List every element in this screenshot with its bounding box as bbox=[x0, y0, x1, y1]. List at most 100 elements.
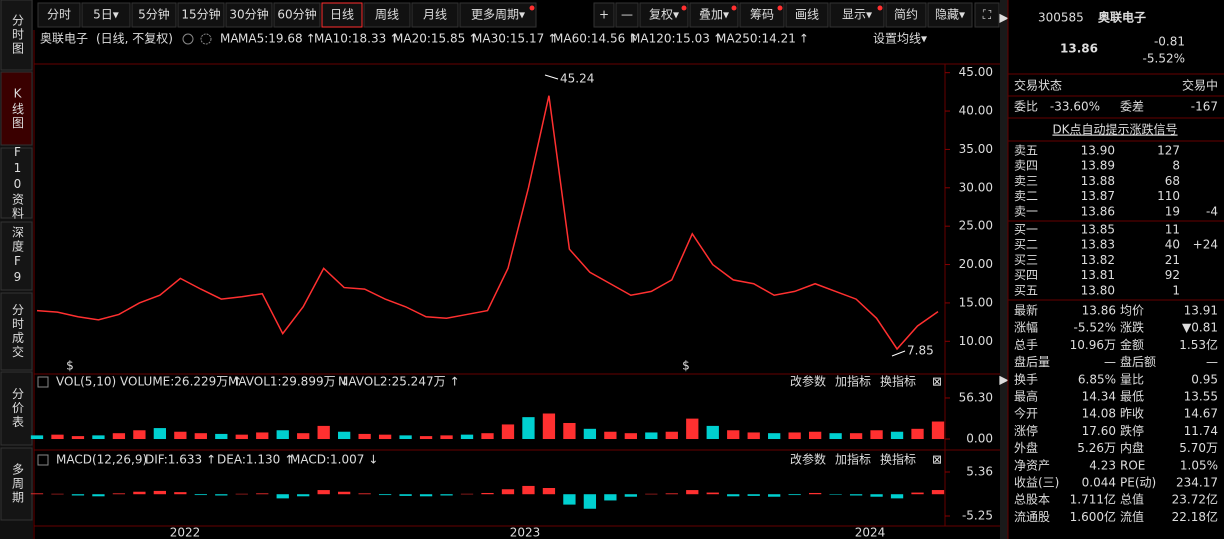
toolbar-button[interactable] bbox=[927, 2, 973, 28]
stat-value: 14.34 bbox=[1082, 390, 1116, 404]
toolbar-label[interactable]: 更多周期▾ bbox=[471, 8, 525, 22]
stat-label: 总手 bbox=[1014, 338, 1038, 352]
toolbar-button[interactable] bbox=[739, 2, 785, 28]
panel-button[interactable]: ⊠ bbox=[932, 453, 942, 467]
panel-button[interactable]: 换指标 bbox=[880, 374, 916, 389]
price-pct: -5.52% bbox=[1143, 52, 1185, 66]
indicator-arrow: ↑ bbox=[232, 375, 242, 389]
ma-arrow: ↑ bbox=[799, 32, 809, 46]
price-tick-label: 15.00 bbox=[959, 295, 993, 309]
macd-bar bbox=[890, 494, 904, 499]
macd-bar bbox=[706, 492, 719, 495]
book-volume: 127 bbox=[1157, 144, 1180, 158]
toolbar-button[interactable] bbox=[273, 2, 321, 28]
stat-value: 234.17 bbox=[1176, 476, 1218, 490]
panel-button[interactable]: 换指标 bbox=[880, 452, 916, 467]
panel-button[interactable]: ⊠ bbox=[932, 375, 942, 389]
stat-label: 总股本 bbox=[1014, 493, 1050, 507]
stat-label: 净资产 bbox=[1014, 458, 1050, 472]
side-tab[interactable] bbox=[0, 371, 33, 446]
panel-button[interactable]: 加指标 bbox=[835, 452, 871, 467]
ma-arrow: ↑ bbox=[389, 32, 399, 46]
toolbar-button[interactable] bbox=[885, 2, 927, 28]
toolbar-button[interactable] bbox=[225, 2, 273, 28]
macd-bar bbox=[30, 493, 44, 495]
stat-value: 13.55 bbox=[1184, 390, 1218, 404]
book-volume: 11 bbox=[1165, 223, 1180, 237]
toolbar-label[interactable]: 筹码 bbox=[750, 8, 774, 22]
toolbar-button[interactable] bbox=[37, 2, 81, 28]
badge bbox=[731, 5, 737, 11]
macd-bar bbox=[624, 494, 637, 497]
toolbar-label[interactable]: 复权▾ bbox=[649, 8, 679, 22]
indicator-value: MAVOL2:25.247万 bbox=[338, 375, 446, 389]
toolbar-label[interactable]: 隐藏▾ bbox=[935, 8, 965, 22]
toolbar-label[interactable]: 5日▾ bbox=[93, 8, 119, 22]
toolbar-button[interactable] bbox=[615, 2, 639, 28]
panel-button[interactable]: 改参数 bbox=[790, 374, 826, 389]
volume-bar bbox=[481, 433, 494, 440]
toolbar-label[interactable]: 分时 bbox=[47, 8, 71, 22]
stat-value: 13.86 bbox=[1082, 304, 1116, 318]
book-price: 13.90 bbox=[1081, 144, 1115, 158]
side-tab[interactable] bbox=[0, 71, 33, 146]
panel-button[interactable]: 改参数 bbox=[790, 452, 826, 467]
toolbar-label[interactable]: 简约 bbox=[894, 7, 918, 22]
book-volume: 19 bbox=[1165, 204, 1180, 218]
toolbar-label[interactable]: — bbox=[621, 8, 633, 22]
quote-name: 奥联电子 bbox=[1098, 10, 1146, 25]
toolbar-label[interactable]: 月线 bbox=[423, 8, 447, 22]
toolbar-label[interactable]: 画线 bbox=[795, 8, 819, 22]
side-tab[interactable] bbox=[0, 0, 33, 71]
toolbar-label[interactable]: 15分钟 bbox=[181, 7, 220, 22]
toolbar-label[interactable]: 5分钟 bbox=[138, 7, 170, 22]
macd-bar bbox=[174, 492, 187, 495]
toolbar-button[interactable] bbox=[131, 2, 177, 28]
toolbar-label[interactable]: 显示▾ bbox=[842, 8, 872, 22]
splitter[interactable] bbox=[1000, 0, 1008, 539]
ma-label: MA bbox=[220, 32, 239, 46]
toolbar-label[interactable]: 叠加▾ bbox=[699, 8, 729, 22]
stock-code: 300585 bbox=[1038, 11, 1084, 25]
toolbar-button[interactable] bbox=[177, 2, 225, 28]
toolbar-button[interactable] bbox=[689, 2, 739, 28]
indicator-arrow: ↓ bbox=[368, 453, 378, 467]
ma-settings[interactable]: 设置均线▾ bbox=[873, 32, 927, 46]
side-tab[interactable] bbox=[0, 147, 33, 219]
toolbar-button[interactable] bbox=[411, 2, 459, 28]
book-price: 13.85 bbox=[1081, 223, 1115, 237]
side-tab[interactable] bbox=[0, 292, 33, 371]
stat-label: 盘后额 bbox=[1120, 354, 1156, 369]
toolbar-button[interactable] bbox=[785, 2, 829, 28]
toolbar-button[interactable] bbox=[321, 2, 363, 28]
toolbar-label[interactable]: ⛶ bbox=[982, 8, 992, 22]
stat-label: 流通股 bbox=[1014, 510, 1050, 524]
toolbar-button[interactable] bbox=[829, 2, 885, 28]
stat-value: 6.85% bbox=[1078, 372, 1116, 386]
settings-icon[interactable] bbox=[200, 33, 212, 45]
macd-bar bbox=[215, 494, 228, 496]
toolbar-button[interactable] bbox=[593, 2, 615, 28]
toolbar-label[interactable]: + bbox=[599, 8, 609, 22]
macd-bar bbox=[419, 494, 433, 497]
side-tab[interactable] bbox=[0, 447, 33, 521]
ma-value: MA20:15.85 bbox=[393, 32, 465, 46]
toolbar-button[interactable] bbox=[363, 2, 411, 28]
toolbar-label[interactable]: 日线 bbox=[330, 8, 354, 22]
toolbar-button[interactable] bbox=[459, 2, 537, 28]
panel-toggle[interactable] bbox=[37, 376, 49, 388]
toolbar-label[interactable]: 周线 bbox=[375, 8, 399, 22]
toolbar-label[interactable]: 30分钟 bbox=[229, 7, 268, 22]
panel-button[interactable]: 加指标 bbox=[835, 374, 871, 389]
toolbar-label[interactable]: 60分钟 bbox=[277, 7, 316, 22]
toolbar-button[interactable] bbox=[974, 2, 1000, 28]
toolbar-button[interactable] bbox=[639, 2, 689, 28]
ratio-label: 委差 bbox=[1120, 100, 1144, 114]
side-tab[interactable] bbox=[0, 221, 33, 291]
panel-toggle[interactable] bbox=[37, 454, 49, 466]
macd-bar bbox=[788, 494, 801, 496]
toolbar-button[interactable] bbox=[81, 2, 131, 28]
indicator-value: MACD:1.007 bbox=[290, 453, 364, 467]
indicator-value: MAVOL1:29.899万 bbox=[228, 375, 336, 389]
dk-link[interactable]: DK点自动提示涨跌信号 bbox=[1052, 122, 1177, 137]
